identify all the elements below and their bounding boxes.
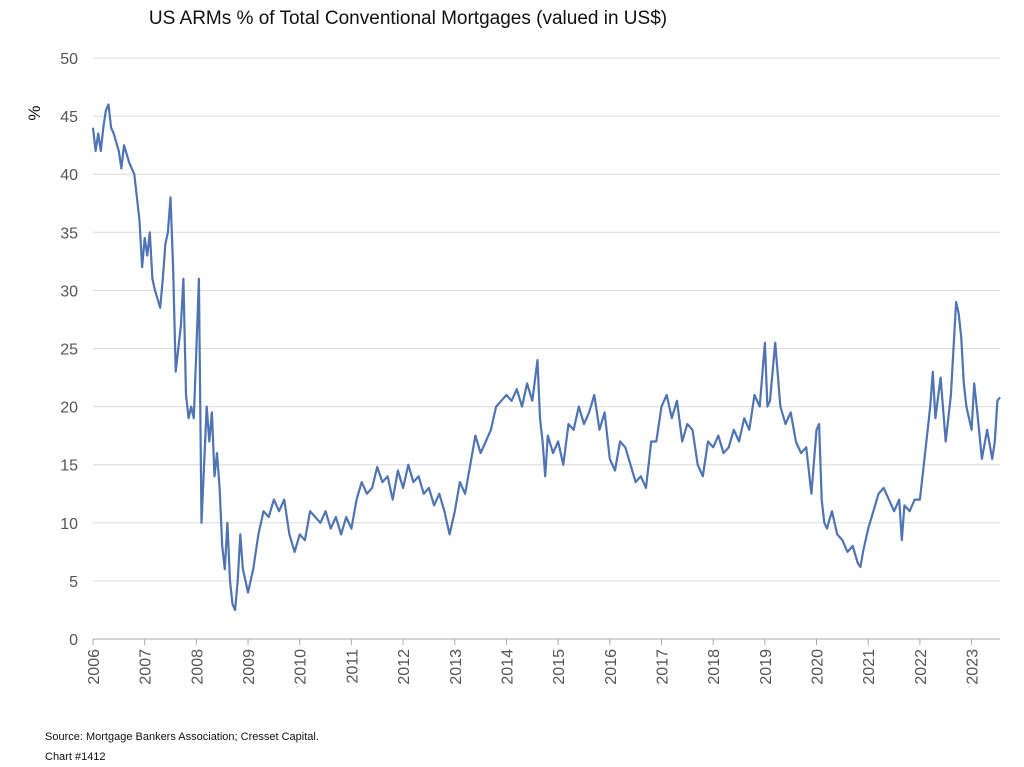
y-axis-label: %	[25, 105, 44, 120]
y-tick-label: 15	[60, 458, 78, 475]
x-tick-label: 2011	[344, 649, 361, 684]
y-tick-label: 10	[60, 516, 78, 533]
y-tick-label: 30	[60, 283, 78, 300]
x-tick-label: 2014	[499, 649, 516, 685]
x-tick-label: 2016	[603, 649, 620, 685]
y-tick-label: 0	[69, 632, 78, 649]
source-note: Source: Mortgage Bankers Association; Cr…	[45, 731, 319, 743]
y-tick-label: 20	[60, 400, 78, 417]
x-tick-label: 2015	[551, 649, 568, 685]
chart-title: US ARMs % of Total Conventional Mortgage…	[149, 8, 667, 29]
data-line	[91, 103, 1001, 612]
x-tick-label: 2018	[706, 649, 723, 685]
x-tick-label: 2021	[861, 649, 878, 685]
x-tick-label: 2023	[965, 649, 982, 685]
chart-id: Chart #1412	[45, 751, 106, 763]
x-tick-label: 2019	[758, 649, 775, 685]
x-tick-label: 2006	[86, 649, 103, 685]
x-tick-label: 2009	[241, 649, 258, 685]
y-tick-label: 25	[60, 342, 78, 359]
x-tick-label: 2007	[138, 649, 155, 685]
y-tick-label: 45	[60, 109, 78, 126]
x-tick-label: 2020	[810, 649, 827, 685]
y-tick-label: 40	[60, 167, 78, 184]
x-tick-label: 2017	[654, 649, 671, 685]
x-tick-label: 2012	[396, 649, 413, 685]
x-tick-label: 2010	[293, 649, 310, 685]
y-tick-label: 35	[60, 225, 78, 242]
x-tick-label: 2008	[189, 649, 206, 685]
y-tick-label: 50	[60, 51, 78, 68]
x-tick-label: 2013	[448, 649, 465, 685]
x-tick-label: 2022	[913, 649, 930, 685]
y-tick-label: 5	[69, 574, 78, 591]
